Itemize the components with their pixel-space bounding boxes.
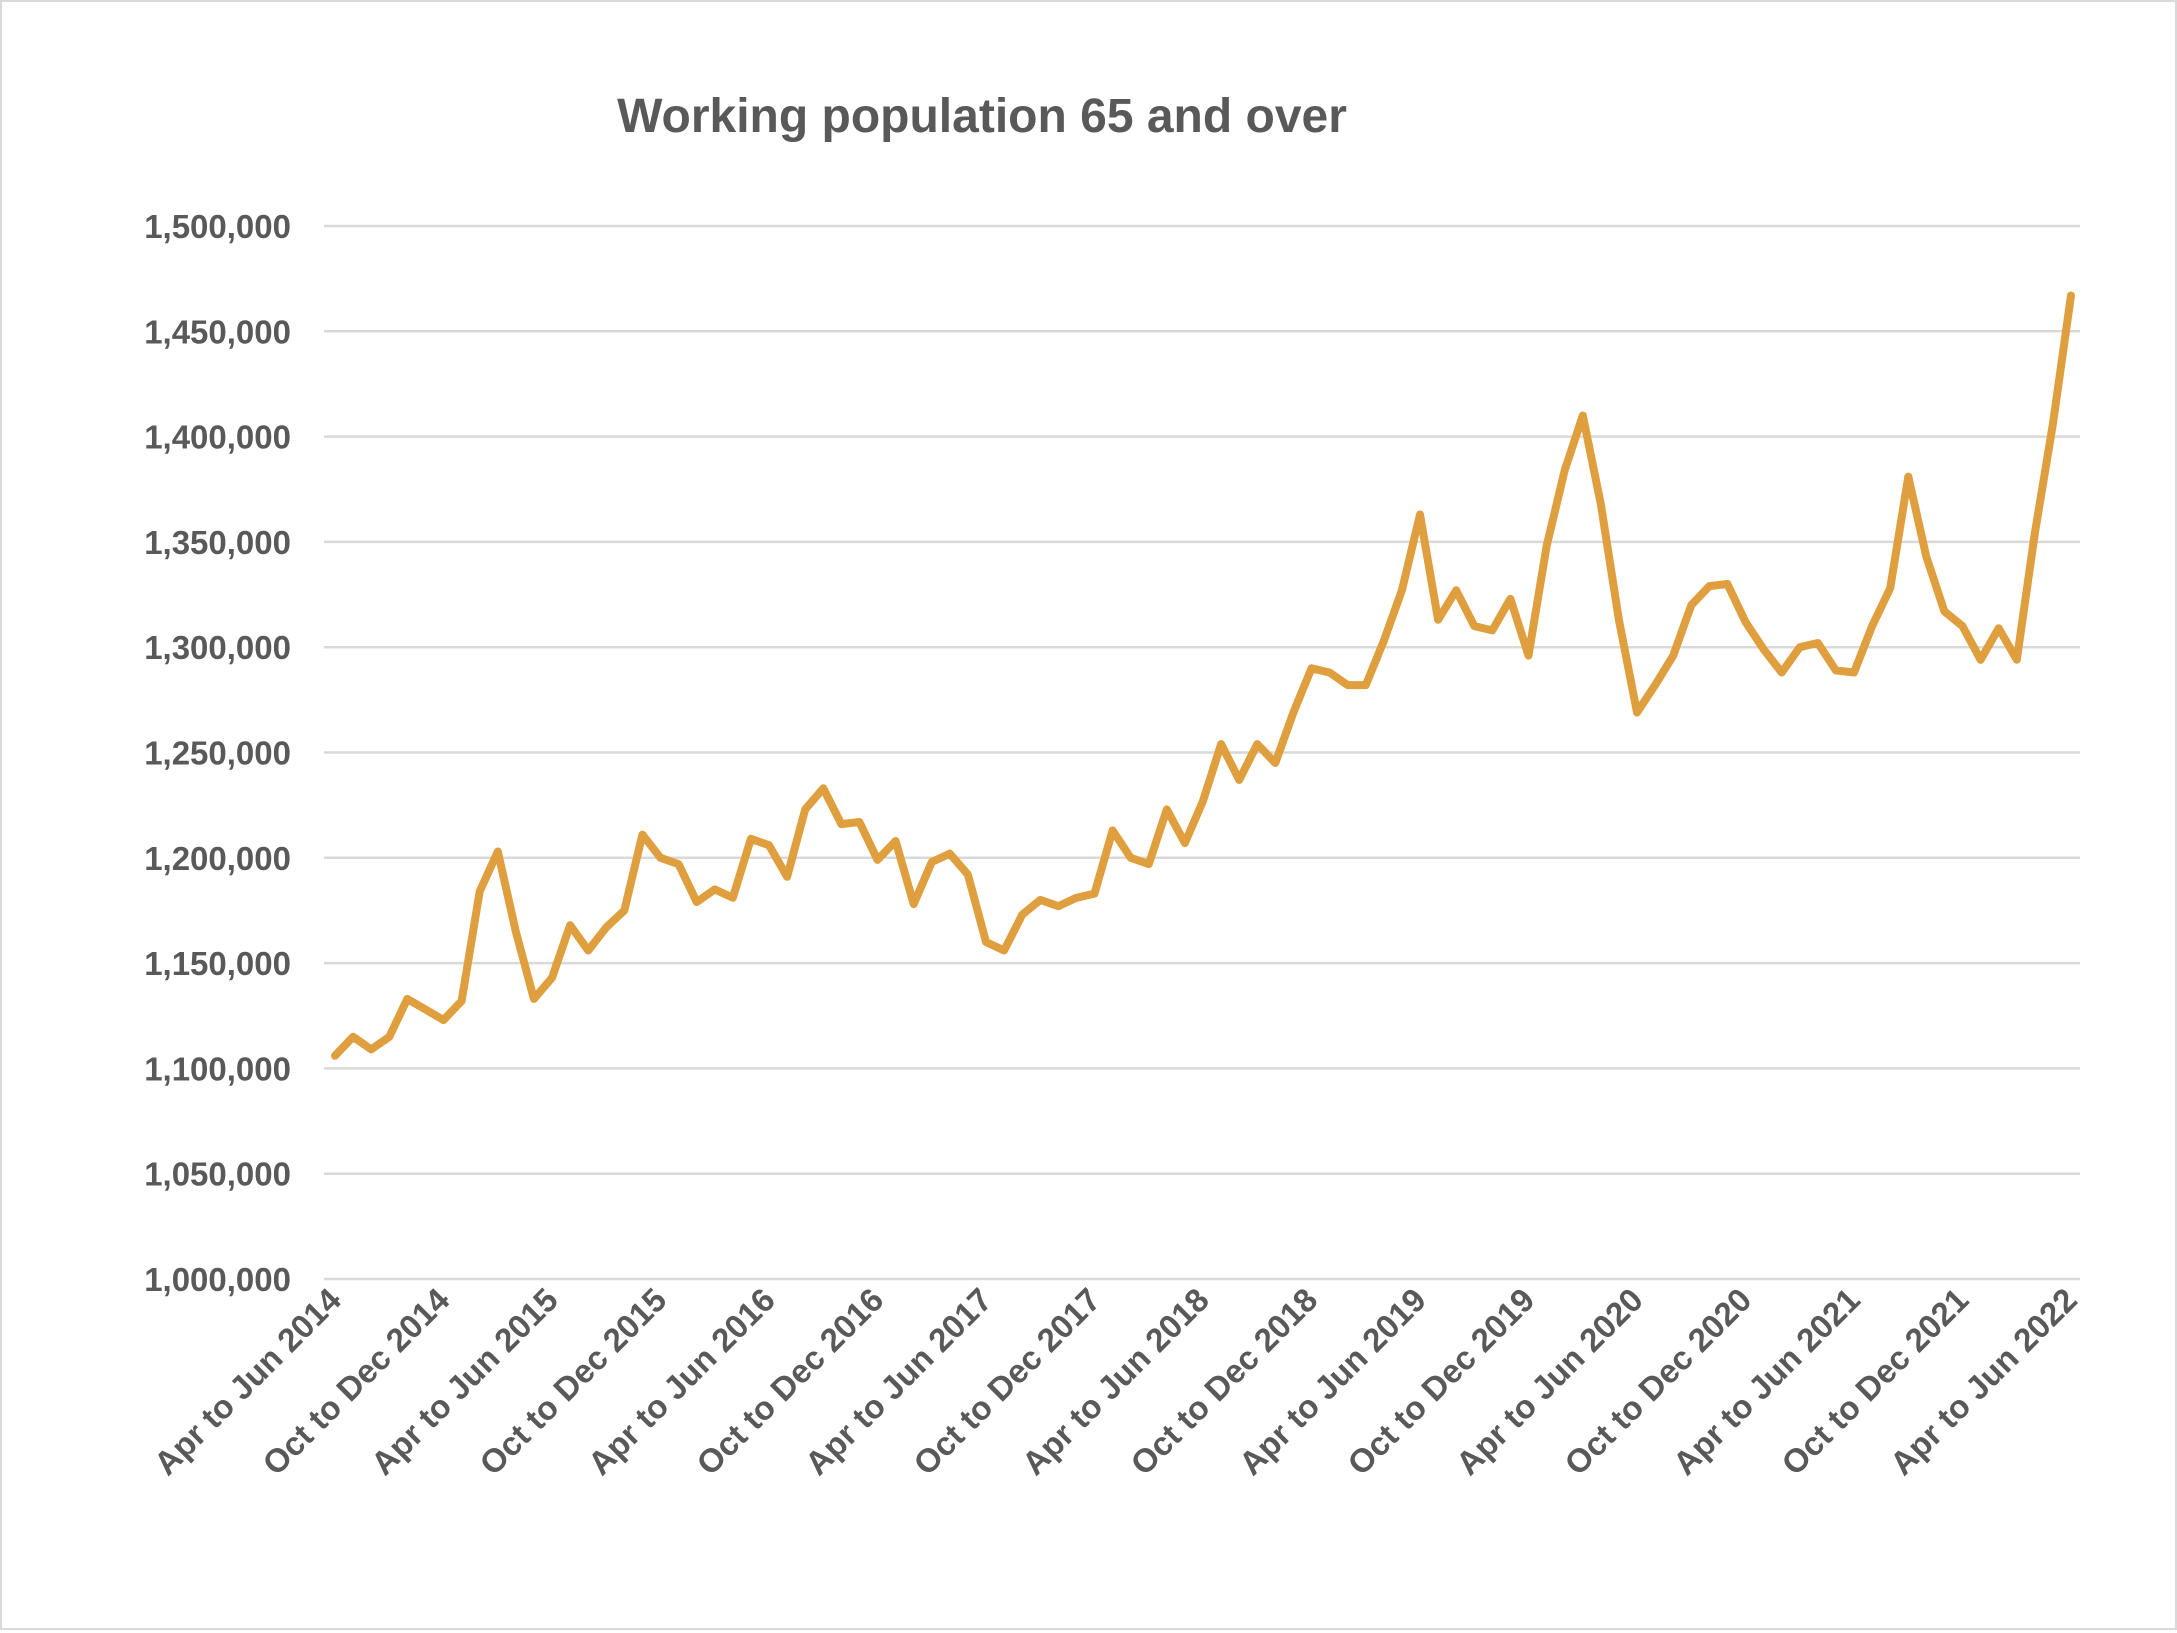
y-tick-label: 1,250,000 bbox=[144, 735, 291, 772]
x-tick-label: Apr to Jun 2019 bbox=[1232, 1281, 1433, 1482]
y-tick-label: 1,100,000 bbox=[144, 1050, 291, 1087]
y-tick-label: 1,150,000 bbox=[144, 945, 291, 982]
x-tick-label: Oct to Dec 2017 bbox=[906, 1281, 1107, 1482]
x-tick-label: Oct to Dec 2020 bbox=[1557, 1281, 1758, 1482]
x-tick-label: Oct to Dec 2018 bbox=[1123, 1281, 1324, 1482]
series-layer bbox=[335, 295, 2071, 1055]
y-tick-label: 1,050,000 bbox=[144, 1156, 291, 1193]
y-tick-label: 1,350,000 bbox=[144, 524, 291, 561]
x-tick-label: Apr to Jun 2021 bbox=[1666, 1281, 1867, 1482]
y-tick-label: 1,400,000 bbox=[144, 419, 291, 456]
chart-title: Working population 65 and over bbox=[617, 90, 1347, 143]
x-tick-label: Apr to Jun 2022 bbox=[1883, 1281, 2084, 1482]
x-tick-label: Oct to Dec 2016 bbox=[689, 1281, 890, 1482]
y-tick-label: 1,500,000 bbox=[144, 208, 291, 245]
y-tick-label: 1,200,000 bbox=[144, 840, 291, 877]
x-tick-label: Oct to Dec 2014 bbox=[255, 1280, 457, 1482]
x-tick-label: Oct to Dec 2021 bbox=[1774, 1281, 1975, 1482]
x-tick-label: Apr to Jun 2017 bbox=[798, 1281, 999, 1482]
x-tick-label: Oct to Dec 2015 bbox=[472, 1281, 673, 1482]
x-tick-label: Apr to Jun 2014 bbox=[147, 1280, 349, 1482]
gridlines bbox=[324, 226, 2080, 1279]
x-tick-label: Apr to Jun 2018 bbox=[1015, 1281, 1216, 1482]
y-axis-labels: 1,000,000 1,050,000 1,100,000 1,150,000 1,20… bbox=[144, 208, 291, 1298]
x-tick-label: Oct to Dec 2019 bbox=[1340, 1281, 1541, 1482]
y-tick-label: 1,450,000 bbox=[144, 313, 291, 350]
x-tick-label: Apr to Jun 2016 bbox=[581, 1281, 782, 1482]
y-tick-label: 1,000,000 bbox=[144, 1261, 291, 1298]
x-tick-label: Apr to Jun 2020 bbox=[1449, 1281, 1650, 1482]
y-tick-label: 1,300,000 bbox=[144, 629, 291, 666]
x-tick-label: Apr to Jun 2015 bbox=[364, 1281, 565, 1482]
series-line bbox=[335, 296, 2071, 1056]
